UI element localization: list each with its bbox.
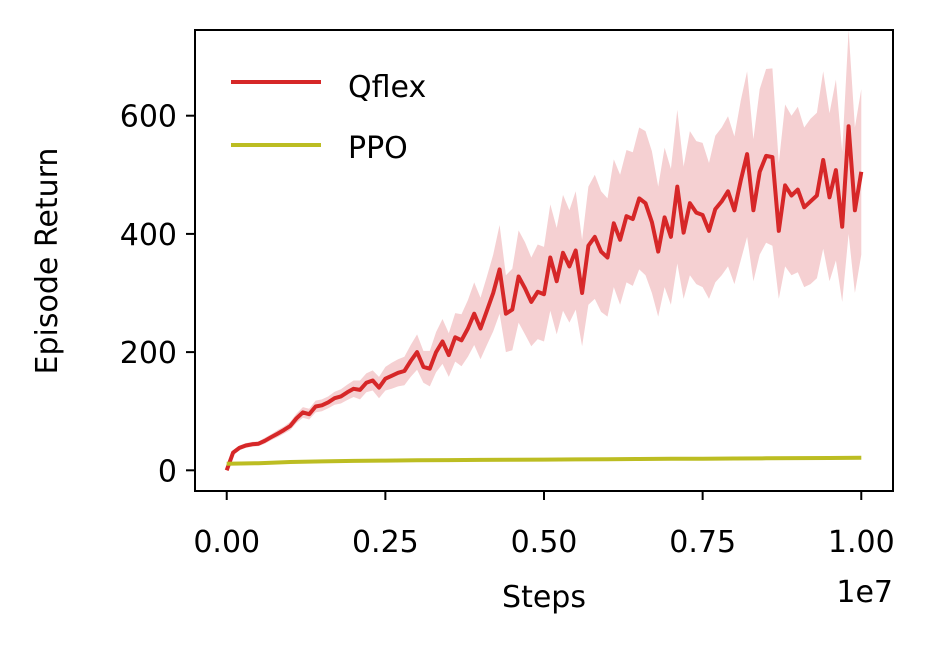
x-tick-label: 0.00 — [193, 525, 260, 560]
x-tick-label: 0.50 — [511, 525, 578, 560]
series-line-qflex — [224, 124, 864, 471]
series-line-ppo — [226, 455, 862, 466]
x-axis-multiplier: 1e7 — [836, 575, 893, 610]
qflex-confidence-band — [226, 30, 862, 471]
plot-area — [224, 30, 864, 471]
legend-label-qflex: Qflex — [348, 70, 426, 105]
x-tick-label: 0.25 — [352, 525, 419, 560]
x-tick-label: 1.00 — [828, 525, 895, 560]
y-tick-label: 600 — [120, 100, 177, 135]
y-tick-label: 400 — [120, 218, 177, 253]
legend: Qflex PPO — [231, 70, 426, 166]
axes: 0.00 0.25 0.50 0.75 1.00 0 200 400 600 — [120, 29, 895, 560]
y-tick-label: 200 — [120, 336, 177, 371]
x-tick-label: 0.75 — [669, 525, 736, 560]
y-axis-label: Episode Return — [30, 148, 65, 375]
y-tick-label: 0 — [158, 454, 177, 489]
x-axis-label: Steps — [502, 580, 586, 615]
legend-label-ppo: PPO — [348, 131, 408, 166]
